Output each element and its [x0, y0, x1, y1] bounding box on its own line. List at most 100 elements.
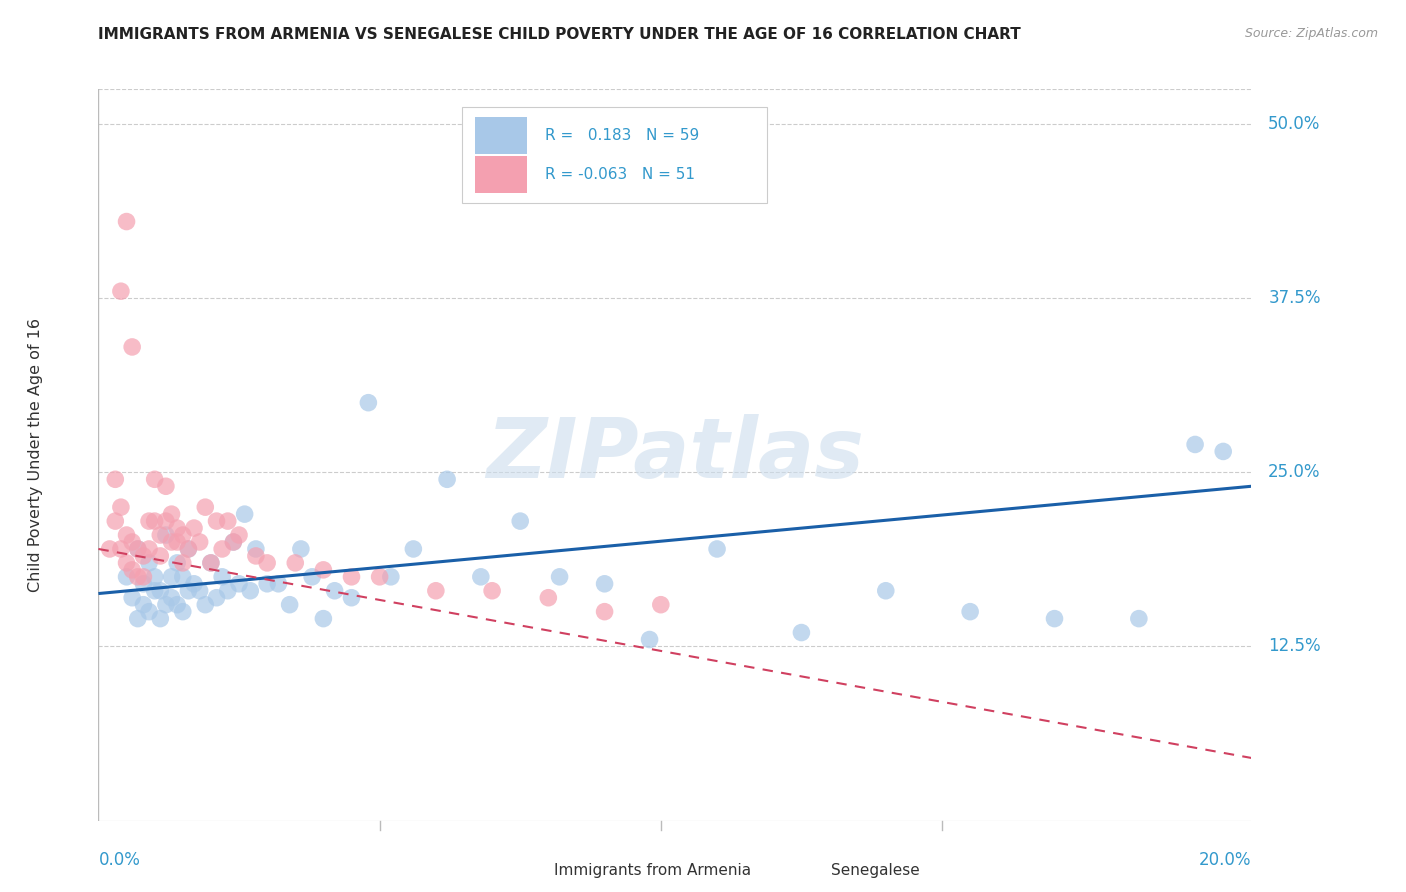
- Point: [402, 541, 425, 556]
- Point: [160, 591, 183, 605]
- Point: [256, 556, 278, 570]
- Point: [166, 598, 188, 612]
- Point: [323, 583, 346, 598]
- Point: [638, 632, 661, 647]
- Point: [340, 570, 363, 584]
- Point: [149, 583, 172, 598]
- Point: [115, 528, 138, 542]
- Point: [104, 472, 127, 486]
- Point: [211, 541, 233, 556]
- Point: [110, 284, 132, 298]
- Point: [222, 535, 245, 549]
- Point: [425, 583, 447, 598]
- Point: [143, 570, 166, 584]
- Point: [127, 612, 149, 626]
- Point: [143, 583, 166, 598]
- Point: [368, 570, 391, 584]
- Point: [166, 535, 188, 549]
- Text: ZIPatlas: ZIPatlas: [486, 415, 863, 495]
- Point: [256, 576, 278, 591]
- Point: [155, 479, 177, 493]
- Point: [188, 583, 211, 598]
- Point: [650, 598, 672, 612]
- Point: [132, 549, 155, 563]
- Text: 0.0%: 0.0%: [98, 851, 141, 870]
- Point: [177, 541, 200, 556]
- Point: [509, 514, 531, 528]
- FancyBboxPatch shape: [513, 859, 548, 881]
- Point: [245, 541, 267, 556]
- Point: [138, 541, 160, 556]
- FancyBboxPatch shape: [790, 859, 825, 881]
- Point: [115, 214, 138, 228]
- Point: [217, 583, 239, 598]
- Point: [110, 541, 132, 556]
- Point: [149, 528, 172, 542]
- Point: [121, 535, 143, 549]
- Point: [228, 576, 250, 591]
- Point: [194, 500, 217, 515]
- Point: [104, 514, 127, 528]
- Point: [222, 535, 245, 549]
- Point: [172, 528, 194, 542]
- Point: [110, 500, 132, 515]
- Point: [267, 576, 290, 591]
- Point: [290, 541, 312, 556]
- Point: [183, 521, 205, 535]
- Text: 50.0%: 50.0%: [1268, 115, 1320, 133]
- Point: [177, 583, 200, 598]
- Point: [312, 563, 335, 577]
- Point: [211, 570, 233, 584]
- Point: [357, 395, 380, 409]
- Point: [127, 541, 149, 556]
- Point: [132, 598, 155, 612]
- Text: 25.0%: 25.0%: [1268, 463, 1320, 482]
- Point: [1043, 612, 1066, 626]
- Point: [127, 541, 149, 556]
- Point: [166, 521, 188, 535]
- Text: Source: ZipAtlas.com: Source: ZipAtlas.com: [1244, 27, 1378, 40]
- Point: [98, 541, 121, 556]
- Point: [132, 570, 155, 584]
- Point: [194, 598, 217, 612]
- Point: [380, 570, 402, 584]
- Point: [200, 556, 222, 570]
- Point: [233, 507, 256, 521]
- Text: Immigrants from Armenia: Immigrants from Armenia: [554, 863, 751, 878]
- Point: [172, 556, 194, 570]
- Point: [217, 514, 239, 528]
- Point: [481, 583, 503, 598]
- Text: 12.5%: 12.5%: [1268, 638, 1320, 656]
- Point: [160, 570, 183, 584]
- Point: [959, 605, 981, 619]
- Point: [340, 591, 363, 605]
- Point: [121, 340, 143, 354]
- Point: [593, 576, 616, 591]
- Point: [149, 612, 172, 626]
- Point: [160, 535, 183, 549]
- Point: [172, 570, 194, 584]
- Point: [143, 514, 166, 528]
- FancyBboxPatch shape: [461, 108, 768, 202]
- Point: [183, 576, 205, 591]
- Text: R = -0.063   N = 51: R = -0.063 N = 51: [544, 168, 695, 182]
- Text: R =   0.183   N = 59: R = 0.183 N = 59: [544, 128, 699, 143]
- Point: [1212, 444, 1234, 458]
- Point: [132, 576, 155, 591]
- Point: [121, 591, 143, 605]
- Point: [1184, 437, 1206, 451]
- Point: [115, 556, 138, 570]
- Point: [312, 612, 335, 626]
- Point: [155, 528, 177, 542]
- Point: [548, 570, 571, 584]
- Point: [205, 514, 228, 528]
- Point: [278, 598, 301, 612]
- Text: Child Poverty Under the Age of 16: Child Poverty Under the Age of 16: [28, 318, 42, 592]
- Point: [155, 598, 177, 612]
- Point: [790, 625, 813, 640]
- Point: [470, 570, 492, 584]
- FancyBboxPatch shape: [475, 156, 527, 193]
- Point: [228, 528, 250, 542]
- Text: 20.0%: 20.0%: [1199, 851, 1251, 870]
- Point: [239, 583, 262, 598]
